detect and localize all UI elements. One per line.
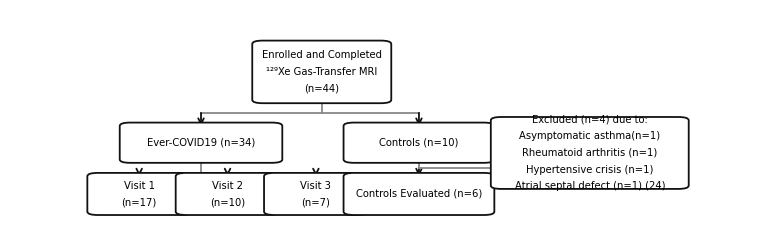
- Text: Visit 2: Visit 2: [212, 181, 243, 190]
- Text: ¹²⁹Xe Gas-Transfer MRI: ¹²⁹Xe Gas-Transfer MRI: [266, 67, 378, 77]
- Text: Visit 1: Visit 1: [124, 181, 155, 190]
- FancyBboxPatch shape: [252, 41, 391, 103]
- FancyBboxPatch shape: [176, 173, 280, 215]
- Text: (n=7): (n=7): [302, 197, 331, 207]
- Text: Controls Evaluated (n=6): Controls Evaluated (n=6): [356, 189, 482, 199]
- Text: (n=10): (n=10): [210, 197, 245, 207]
- Text: Asymptomatic asthma(n=1): Asymptomatic asthma(n=1): [519, 131, 660, 141]
- Text: Visit 3: Visit 3: [300, 181, 331, 190]
- Text: Rheumatoid arthritis (n=1): Rheumatoid arthritis (n=1): [522, 148, 657, 158]
- FancyBboxPatch shape: [344, 123, 494, 163]
- FancyBboxPatch shape: [491, 117, 689, 189]
- Text: Enrolled and Completed: Enrolled and Completed: [261, 50, 382, 60]
- Text: (n=17): (n=17): [122, 197, 157, 207]
- FancyBboxPatch shape: [120, 123, 282, 163]
- Text: Ever-COVID19 (n=34): Ever-COVID19 (n=34): [147, 138, 255, 148]
- Text: Controls (n=10): Controls (n=10): [379, 138, 458, 148]
- FancyBboxPatch shape: [87, 173, 191, 215]
- Text: Atrial septal defect (n=1) (24): Atrial septal defect (n=1) (24): [515, 182, 665, 191]
- Text: Excluded (n=4) due to:: Excluded (n=4) due to:: [532, 114, 648, 124]
- FancyBboxPatch shape: [344, 173, 494, 215]
- FancyBboxPatch shape: [264, 173, 368, 215]
- Text: Hypertensive crisis (n=1): Hypertensive crisis (n=1): [526, 165, 654, 175]
- Text: (n=44): (n=44): [304, 84, 339, 94]
